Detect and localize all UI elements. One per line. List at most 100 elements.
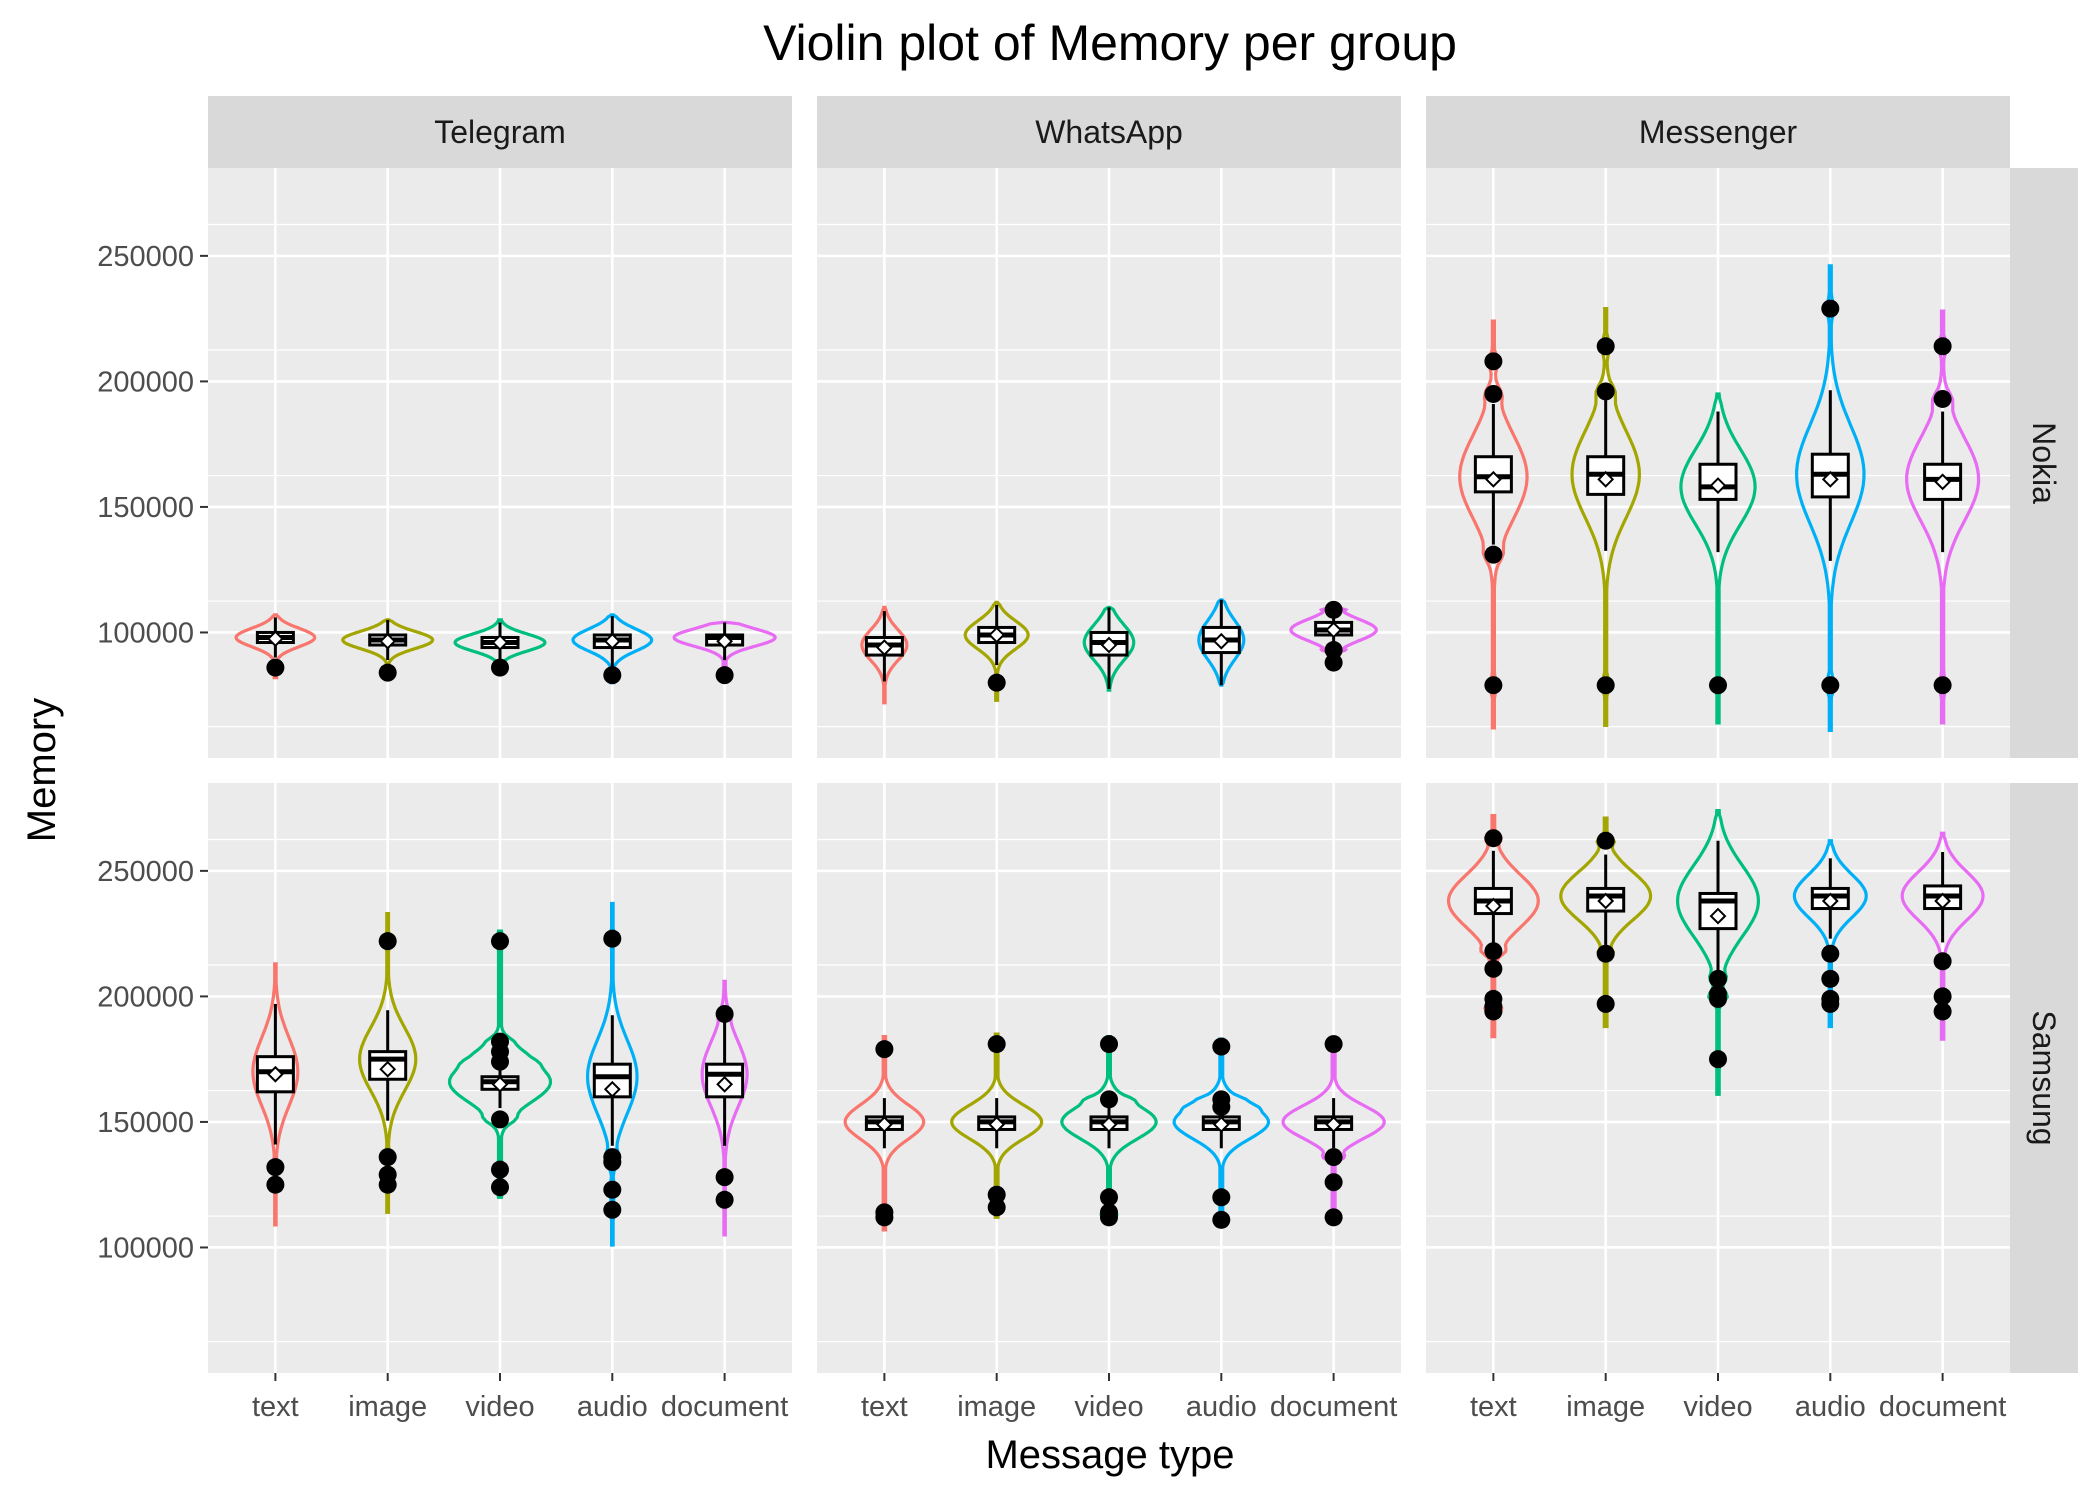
outlier-point bbox=[1709, 676, 1727, 695]
outlier-point bbox=[1324, 653, 1343, 672]
outlier-point bbox=[1212, 1037, 1231, 1056]
y-tick-label: 250000 bbox=[97, 241, 194, 273]
outlier-point bbox=[1821, 969, 1840, 988]
violin-audio bbox=[1197, 598, 1246, 687]
mean-marker bbox=[603, 632, 621, 650]
strip-messenger bbox=[1426, 96, 2010, 168]
mean-marker bbox=[875, 639, 893, 656]
x-tick-label-audio: audio bbox=[1186, 1391, 1257, 1423]
outlier-point bbox=[987, 1035, 1006, 1054]
mean-marker bbox=[1484, 897, 1502, 915]
outlier-point bbox=[491, 1178, 509, 1197]
outlier-point bbox=[1933, 1002, 1952, 1021]
outlier-point bbox=[1709, 989, 1727, 1008]
outlier-point bbox=[491, 658, 509, 677]
outlier-point bbox=[1596, 944, 1615, 963]
mean-marker bbox=[1709, 477, 1727, 495]
mean-marker bbox=[1597, 470, 1615, 488]
strip-label-messenger: Messenger bbox=[1639, 114, 1798, 150]
outlier-point bbox=[1100, 1035, 1118, 1054]
violin-audio bbox=[1794, 264, 1866, 732]
violin-video bbox=[447, 929, 553, 1199]
mean-marker bbox=[491, 1075, 509, 1093]
outlier-point bbox=[1212, 1188, 1231, 1207]
outlier-point bbox=[1484, 545, 1503, 564]
mean-marker bbox=[1212, 632, 1230, 650]
mean-marker bbox=[1821, 892, 1839, 910]
y-tick-label: 100000 bbox=[97, 617, 194, 649]
violin-audio bbox=[586, 901, 639, 1247]
mean-marker bbox=[491, 634, 509, 651]
violin-text bbox=[1458, 319, 1529, 730]
y-tick-label: 200000 bbox=[97, 981, 194, 1013]
outlier-point bbox=[987, 1198, 1006, 1217]
outlier-point bbox=[491, 1052, 509, 1071]
outlier-point bbox=[715, 666, 734, 685]
facet-panels: Telegram WhatsApp Messenger Nokia Samsung 100… bbox=[97, 96, 2078, 1423]
outlier-point bbox=[715, 1004, 734, 1023]
outlier-point bbox=[1324, 1208, 1343, 1227]
outlier-point bbox=[603, 1180, 622, 1199]
outlier-point bbox=[378, 1148, 397, 1167]
x-tick-label-video: video bbox=[1683, 1391, 1752, 1423]
outlier-point bbox=[603, 1200, 622, 1219]
violin-document bbox=[672, 620, 777, 677]
outlier-point bbox=[266, 658, 285, 677]
outlier-point bbox=[1709, 1050, 1727, 1069]
outlier-point bbox=[1212, 1210, 1231, 1229]
outlier-point bbox=[1100, 1188, 1118, 1207]
outlier-point bbox=[1484, 1002, 1503, 1021]
y-tick-label: 150000 bbox=[97, 492, 194, 524]
outlier-point bbox=[378, 932, 397, 951]
outlier-point bbox=[1596, 337, 1615, 356]
x-tick-label-audio: audio bbox=[1795, 1391, 1866, 1423]
y-tick-label: 100000 bbox=[97, 1232, 194, 1264]
outlier-point bbox=[1596, 382, 1615, 401]
chart-title: Violin plot of Memory per group bbox=[763, 15, 1457, 71]
mean-marker bbox=[1212, 1116, 1230, 1133]
y-tick-label: 150000 bbox=[97, 1107, 194, 1139]
violin-image bbox=[1570, 307, 1642, 727]
violin-video bbox=[1679, 392, 1757, 725]
mean-marker bbox=[1934, 892, 1952, 910]
outlier-point bbox=[266, 1175, 285, 1194]
outlier-point bbox=[875, 1208, 894, 1227]
x-tick-label-image: image bbox=[957, 1391, 1036, 1423]
mean-marker bbox=[379, 1060, 397, 1078]
strip-whatsapp bbox=[817, 96, 1401, 168]
outlier-point bbox=[1933, 987, 1952, 1006]
outlier-point bbox=[1933, 337, 1952, 356]
x-tick-label-text: text bbox=[252, 1391, 299, 1423]
panel-samsung-messenger bbox=[1426, 783, 2010, 1373]
violin-video bbox=[453, 618, 547, 672]
mean-marker bbox=[379, 632, 397, 650]
outlier-point bbox=[1821, 299, 1840, 318]
outlier-point bbox=[1821, 944, 1840, 963]
violin-text bbox=[843, 1035, 926, 1232]
outlier-point bbox=[1821, 994, 1840, 1013]
outlier-point bbox=[1933, 676, 1952, 695]
violin-text bbox=[234, 613, 317, 680]
strip-nokia bbox=[2010, 168, 2078, 758]
mean-marker bbox=[1325, 1116, 1343, 1133]
strip-samsung bbox=[2010, 783, 2078, 1373]
outlier-point bbox=[378, 663, 397, 682]
violin-image bbox=[341, 618, 435, 675]
x-tick-label-image: image bbox=[1566, 1391, 1645, 1423]
mean-marker bbox=[988, 1116, 1006, 1133]
violin-document bbox=[1905, 309, 1981, 725]
outlier-point bbox=[603, 666, 622, 685]
outlier-point bbox=[603, 929, 622, 948]
panel-nokia-telegram bbox=[208, 168, 792, 758]
outlier-point bbox=[266, 1158, 285, 1177]
outlier-point bbox=[1933, 952, 1952, 971]
outlier-point bbox=[1484, 352, 1503, 371]
mean-marker bbox=[266, 630, 284, 648]
panel-nokia-whatsapp bbox=[817, 168, 1401, 758]
x-tick-label-audio: audio bbox=[577, 1391, 648, 1423]
outlier-point bbox=[1324, 600, 1343, 619]
x-axis-title: Message type bbox=[985, 1433, 1234, 1477]
panel-samsung-telegram bbox=[208, 783, 792, 1373]
strip-label-samsung: Samsung bbox=[2026, 1010, 2062, 1145]
outlier-point bbox=[1596, 994, 1615, 1013]
